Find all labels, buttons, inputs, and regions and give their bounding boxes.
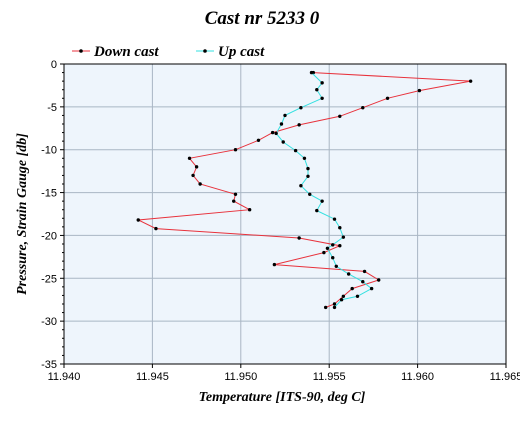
up-cast-point <box>309 70 314 75</box>
legend-label: Down cast <box>93 44 159 60</box>
chart-title: Cast nr 5233 0 <box>205 8 320 29</box>
x-tick-label: 11.950 <box>224 371 257 383</box>
down-cast-point <box>297 236 301 240</box>
down-cast-point <box>194 165 199 169</box>
down-cast-point <box>417 88 422 93</box>
down-cast-point <box>232 199 236 203</box>
up-cast-point <box>355 294 360 298</box>
up-cast-point <box>361 280 365 284</box>
up-cast-point <box>308 192 312 196</box>
down-cast-point <box>233 192 238 196</box>
up-cast-point <box>341 235 346 239</box>
down-cast-point <box>362 269 367 274</box>
y-tick-label: -20 <box>41 230 57 242</box>
up-cast-point <box>346 272 351 276</box>
y-tick-label: -10 <box>41 145 57 157</box>
up-cast-point <box>274 131 278 136</box>
series-line-up-cast <box>275 72 373 308</box>
up-cast-point <box>339 298 344 302</box>
down-cast-point <box>361 106 365 110</box>
down-cast-point <box>198 182 202 186</box>
down-cast-point <box>187 156 192 160</box>
up-cast-point <box>325 246 330 250</box>
y-tick-label: -30 <box>41 316 57 328</box>
y-tick-label: -5 <box>47 102 57 114</box>
x-tick-label: 11.940 <box>48 371 81 383</box>
up-cast-point <box>331 256 335 260</box>
y-tick-label: -25 <box>41 273 57 285</box>
x-tick-label: 11.955 <box>313 371 346 383</box>
up-cast-point <box>283 113 287 118</box>
y-tick-label: -15 <box>41 188 57 200</box>
down-cast-point <box>256 138 261 142</box>
x-tick-label: 11.965 <box>490 371 520 383</box>
up-cast-point <box>369 286 374 291</box>
up-cast-point <box>306 174 310 178</box>
down-cast-point <box>270 130 275 135</box>
plot-background <box>64 64 506 364</box>
down-cast-point <box>297 123 301 127</box>
up-cast-point <box>332 305 337 310</box>
up-cast-point <box>299 106 303 110</box>
legend: Down cast Up cast <box>72 44 265 60</box>
up-cast-point <box>279 122 284 126</box>
down-cast-point <box>338 114 342 118</box>
down-cast-point <box>468 79 473 83</box>
y-axis-label: Pressure, Strain Gauge [db] <box>15 133 30 295</box>
up-cast-point <box>302 156 307 160</box>
up-cast-point <box>320 81 324 85</box>
up-cast-point <box>315 208 319 213</box>
up-cast-point <box>299 184 303 188</box>
down-cast-point <box>341 294 346 298</box>
up-cast-point <box>338 226 342 230</box>
down-cast-point <box>377 278 381 282</box>
legend-swatch-marker <box>79 49 83 53</box>
up-cast-point <box>320 199 324 203</box>
y-tick-label: -35 <box>41 359 57 371</box>
y-tick-label: 0 <box>51 59 57 71</box>
up-cast-point <box>281 140 285 144</box>
x-axis-label: Temperature [ITS-90, deg C] <box>199 390 366 405</box>
down-cast-point <box>233 148 238 152</box>
down-cast-point <box>272 262 277 267</box>
down-cast-point <box>154 226 158 231</box>
up-cast-point <box>293 148 298 153</box>
down-cast-point <box>323 305 328 310</box>
down-cast-point <box>191 173 195 178</box>
up-cast-point <box>331 243 335 247</box>
down-cast-point <box>350 286 354 291</box>
down-cast-point <box>322 250 326 255</box>
plot-area: 11.940 11.945 11.950 11.955 11.960 11.965 0 -5 -… <box>41 59 520 383</box>
up-cast-point <box>320 96 324 100</box>
up-cast-point <box>306 166 310 171</box>
legend-label: Up cast <box>218 44 265 60</box>
down-cast-point <box>136 218 140 222</box>
x-tick-label: 11.960 <box>401 371 434 383</box>
up-cast-point <box>315 88 319 92</box>
x-tick-label: 11.945 <box>136 371 169 383</box>
down-cast-point <box>338 244 342 248</box>
legend-swatch-marker <box>203 49 207 53</box>
up-cast-point <box>332 217 337 221</box>
up-cast-point <box>334 264 338 268</box>
down-cast-point <box>247 208 252 212</box>
down-cast-point <box>385 96 390 100</box>
down-cast-point <box>332 302 337 306</box>
plot-frame <box>63 63 507 365</box>
